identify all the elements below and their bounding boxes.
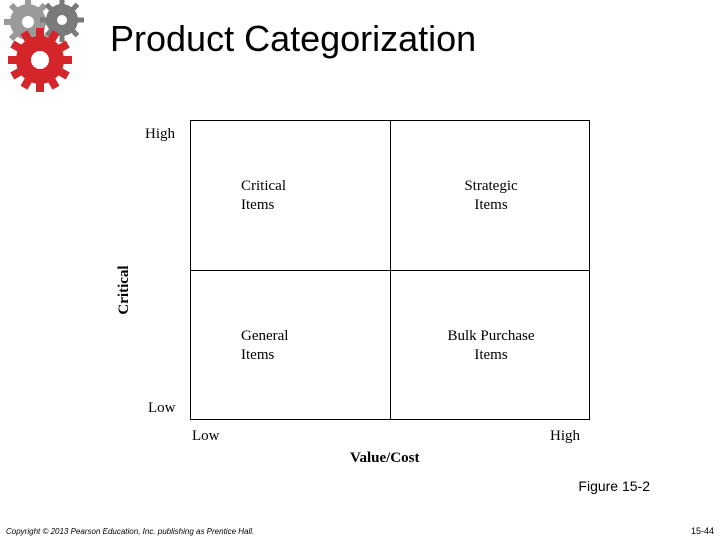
quadrant-bottom-left: General Items: [191, 271, 391, 421]
quadrant-grid: Critical Items Strategic Items General I…: [190, 120, 590, 420]
figure-label: Figure 15-2: [578, 478, 650, 494]
y-axis-title: Critical: [116, 265, 133, 314]
y-axis-low-label: Low: [148, 400, 176, 417]
quadrant-top-right: Strategic Items: [391, 121, 591, 271]
quadrant-bottom-right: Bulk Purchase Items: [391, 271, 591, 421]
y-axis-high-label: High: [145, 126, 175, 143]
matrix-diagram: Critical High Low Critical Items Strateg…: [130, 120, 590, 460]
page-number: 15-44: [691, 526, 714, 536]
x-axis-title: Value/Cost: [350, 450, 419, 467]
x-axis-low-label: Low: [192, 428, 220, 445]
slide: Product Categorization Critical High Low…: [0, 0, 720, 540]
gears-logo: [0, 0, 110, 100]
copyright-text: Copyright © 2013 Pearson Education, Inc.…: [6, 527, 254, 536]
page-title: Product Categorization: [110, 18, 476, 60]
quadrant-top-left: Critical Items: [191, 121, 391, 271]
x-axis-high-label: High: [550, 428, 580, 445]
